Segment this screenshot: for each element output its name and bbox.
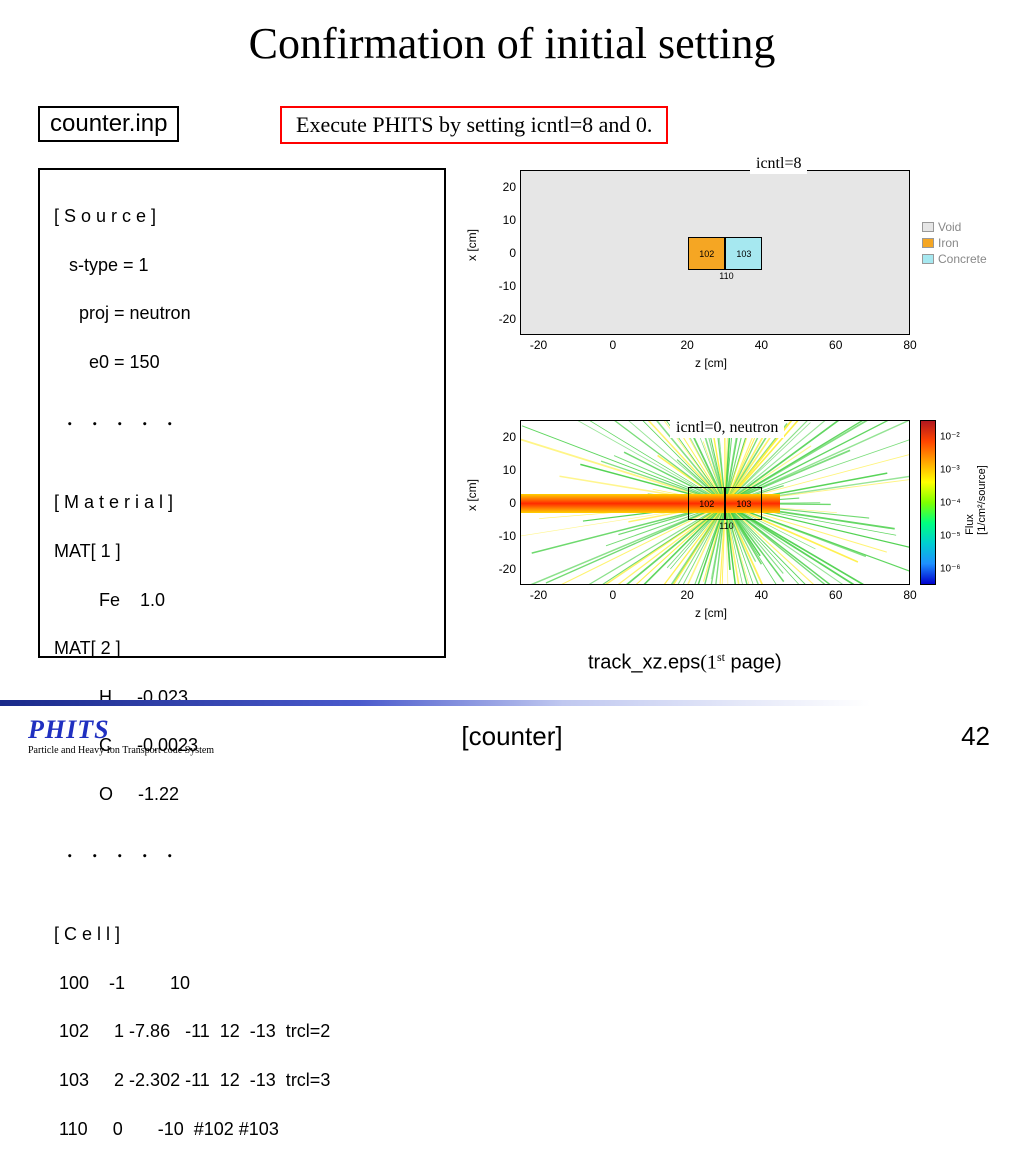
legend-label: Iron	[938, 236, 959, 250]
y-tick: -10	[499, 529, 516, 543]
colorbar-tick: 10⁻⁴	[940, 497, 961, 508]
logo-subtitle: Particle and Heavy Ion Transport code Sy…	[28, 745, 214, 756]
plot-label: icntl=8	[750, 154, 807, 174]
x-axis-label: z [cm]	[695, 356, 727, 370]
footer: PHITS Particle and Heavy Ion Transport c…	[0, 708, 1024, 768]
code-line: 100 -1 10	[54, 971, 430, 995]
code-line: proj = neutron	[54, 301, 430, 325]
y-tick: 20	[503, 430, 516, 444]
code-line: [ C e l l ]	[54, 922, 430, 946]
caption-tail: page)	[725, 652, 782, 674]
legend-item: Iron	[922, 236, 987, 250]
y-tick: -20	[499, 312, 516, 326]
y-axis-label: x [cm]	[465, 479, 479, 511]
y-tick: -20	[499, 562, 516, 576]
legend-label: Void	[938, 220, 961, 234]
footer-tag: [counter]	[461, 721, 562, 752]
code-line: 103 2 -2.302 -11 12 -13 trcl=3	[54, 1068, 430, 1092]
x-tick: -20	[530, 588, 547, 602]
phits-logo: PHITS Particle and Heavy Ion Transport c…	[28, 715, 214, 756]
code-block: [ S o u r c e ] s-type = 1 proj = neutro…	[38, 168, 446, 658]
instruction-box: Execute PHITS by setting icntl=8 and 0.	[280, 106, 668, 144]
x-tick: 60	[829, 588, 842, 602]
plot-icntl0: 102103110 20100-10-20 -20020406080 x [cm…	[470, 410, 990, 645]
x-tick: 20	[680, 338, 693, 352]
colorbar-tick: 10⁻⁶	[940, 563, 961, 574]
code-line: MAT[ 1 ]	[54, 539, 430, 563]
legend-item: Void	[922, 220, 987, 234]
caption-filename: track_xz.eps	[588, 652, 700, 674]
plot-legend: Void Iron Concrete	[922, 220, 987, 268]
y-axis-label: x [cm]	[465, 229, 479, 261]
y-tick: 0	[509, 246, 516, 260]
y-tick: 20	[503, 180, 516, 194]
x-tick: 40	[755, 338, 768, 352]
filename-box: counter.inp	[38, 106, 179, 142]
legend-swatch	[922, 254, 934, 264]
code-line: MAT[ 2 ]	[54, 636, 430, 660]
colorbar-tick: 10⁻⁵	[940, 530, 961, 541]
code-ellipsis: . . . . .	[54, 399, 430, 434]
code-line: [ S o u r c e ]	[54, 204, 430, 228]
outer-cell-label: 110	[719, 271, 733, 281]
page-number: 42	[961, 721, 990, 752]
x-tick: 80	[903, 588, 916, 602]
outer-cell-label: 110	[719, 521, 733, 531]
x-tick: 0	[610, 338, 617, 352]
x-tick: 80	[903, 338, 916, 352]
code-line: s-type = 1	[54, 253, 430, 277]
code-line: [ M a t e r i a l ]	[54, 490, 430, 514]
colorbar-label: Flux [1/cm²/source]	[964, 465, 988, 535]
x-tick: 40	[755, 588, 768, 602]
x-tick: 60	[829, 338, 842, 352]
code-line: 110 0 -10 #102 #103	[54, 1117, 430, 1141]
colorbar	[920, 420, 936, 585]
colorbar-tick: 10⁻³	[940, 464, 960, 475]
plot-icntl8: 102103110 20100-10-20 -20020406080 x [cm…	[470, 160, 990, 395]
y-tick: 10	[503, 213, 516, 227]
geometry-cell: 103	[725, 237, 762, 270]
x-tick: 20	[680, 588, 693, 602]
code-line: Fe 1.0	[54, 588, 430, 612]
x-tick: -20	[530, 338, 547, 352]
y-tick: -10	[499, 279, 516, 293]
geometry-cell: 103	[725, 487, 762, 520]
geometry-cell: 102	[688, 487, 725, 520]
x-tick: 0	[610, 588, 617, 602]
slide-title: Confirmation of initial setting	[0, 0, 1024, 69]
y-tick: 10	[503, 463, 516, 477]
legend-swatch	[922, 238, 934, 248]
code-ellipsis: . . . . .	[54, 831, 430, 866]
geometry-cell: 102	[688, 237, 725, 270]
code-line: 102 1 -7.86 -11 12 -13 trcl=2	[54, 1019, 430, 1043]
footer-divider	[0, 700, 1024, 706]
caption-sup: st	[717, 650, 725, 664]
logo-text: PHITS	[28, 715, 214, 745]
legend-item: Concrete	[922, 252, 987, 266]
x-axis-label: z [cm]	[695, 606, 727, 620]
legend-label: Concrete	[938, 252, 987, 266]
y-tick: 0	[509, 496, 516, 510]
plot-label: icntl=0, neutron	[670, 418, 784, 438]
plot-caption: track_xz.eps(1st page)	[588, 650, 782, 675]
colorbar-tick: 10⁻²	[940, 431, 960, 442]
legend-swatch	[922, 222, 934, 232]
code-line: O -1.22	[54, 782, 430, 806]
code-line: e0 = 150	[54, 350, 430, 374]
